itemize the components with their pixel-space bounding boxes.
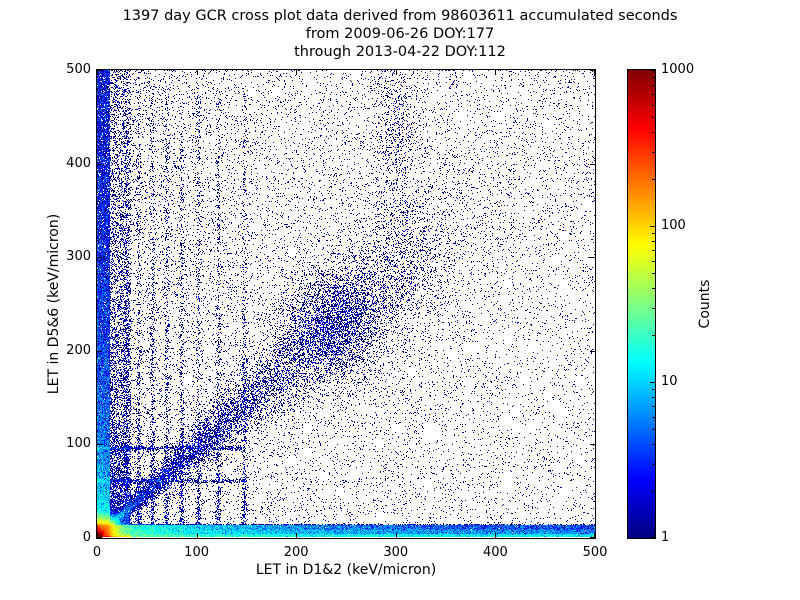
y-tick-label: 300	[66, 249, 91, 265]
colorbar-tick	[650, 70, 655, 71]
colorbar-tick	[650, 226, 655, 227]
colorbar-minor-tick	[652, 241, 655, 242]
colorbar-gradient-canvas	[628, 70, 655, 538]
x-tick-label: 400	[482, 545, 508, 560]
y-tick	[97, 444, 102, 445]
colorbar-minor-tick	[652, 389, 655, 390]
colorbar-minor-tick	[652, 406, 655, 407]
colorbar-minor-tick	[652, 94, 655, 95]
scatter-heatmap-canvas	[97, 70, 595, 538]
colorbar-tick	[650, 537, 655, 538]
colorbar-minor-tick	[652, 273, 655, 274]
colorbar-minor-tick	[652, 429, 655, 430]
y-tick	[97, 351, 102, 352]
x-tick-label: 300	[383, 545, 409, 560]
colorbar	[627, 69, 656, 539]
plot-title-line2: from 2009-06-26 DOY:177	[305, 26, 495, 42]
plot-title-line3: through 2013-04-22 DOY:112	[294, 44, 506, 60]
colorbar-minor-tick	[652, 261, 655, 262]
y-tick	[590, 537, 595, 538]
colorbar-tick-label: 1000	[661, 62, 695, 77]
x-tick	[296, 533, 297, 538]
x-tick-label: 100	[184, 545, 209, 560]
y-tick-label: 400	[66, 155, 91, 171]
x-tick-label: 200	[283, 545, 309, 560]
colorbar-minor-tick	[652, 417, 655, 418]
colorbar-minor-tick	[652, 179, 655, 180]
x-tick-label: 0	[92, 545, 102, 560]
colorbar-label: Counts	[697, 279, 713, 329]
x-tick	[396, 533, 397, 538]
x-tick	[594, 70, 595, 75]
y-tick	[590, 444, 595, 445]
plot-area	[96, 69, 596, 539]
x-tick-label: 500	[582, 545, 608, 560]
x-tick	[97, 533, 98, 538]
y-tick	[97, 257, 102, 258]
colorbar-tick-label: 10	[661, 374, 678, 389]
x-tick	[197, 70, 198, 75]
colorbar-minor-tick	[652, 117, 655, 118]
colorbar-tick	[650, 382, 655, 383]
colorbar-minor-tick	[652, 397, 655, 398]
y-tick	[97, 70, 102, 71]
x-tick	[396, 70, 397, 75]
colorbar-minor-tick	[652, 335, 655, 336]
y-tick	[97, 537, 102, 538]
plot-title-line1: 1397 day GCR cross plot data derived fro…	[122, 8, 678, 24]
colorbar-minor-tick	[652, 132, 655, 133]
title-block: 1397 day GCR cross plot data derived fro…	[0, 7, 800, 61]
colorbar-minor-tick	[652, 250, 655, 251]
colorbar-minor-tick	[652, 464, 655, 465]
colorbar-minor-tick	[652, 152, 655, 153]
x-tick	[495, 533, 496, 538]
y-tick-label: 200	[66, 342, 91, 358]
y-tick	[590, 351, 595, 352]
y-tick-label: 100	[66, 436, 91, 452]
x-tick	[197, 533, 198, 538]
x-tick	[296, 70, 297, 75]
colorbar-minor-tick	[652, 491, 655, 492]
colorbar-minor-tick	[652, 77, 655, 78]
y-tick	[590, 257, 595, 258]
y-tick	[590, 70, 595, 71]
colorbar-tick-label: 100	[661, 218, 686, 233]
y-tick	[97, 164, 102, 165]
x-tick	[97, 70, 98, 75]
y-tick	[590, 164, 595, 165]
colorbar-minor-tick	[652, 444, 655, 445]
colorbar-minor-tick	[652, 105, 655, 106]
y-tick-label: 0	[82, 530, 91, 545]
y-axis-label: LET in D5&6 (keV/micron)	[46, 213, 62, 395]
colorbar-minor-tick	[652, 85, 655, 86]
colorbar-minor-tick	[652, 308, 655, 309]
x-tick	[495, 70, 496, 75]
x-axis-label: LET in D1&2 (keV/micron)	[255, 562, 437, 578]
x-tick	[594, 533, 595, 538]
colorbar-minor-tick	[652, 233, 655, 234]
y-tick-label: 500	[66, 62, 91, 77]
colorbar-minor-tick	[652, 288, 655, 289]
colorbar-tick-label: 1	[661, 530, 670, 545]
